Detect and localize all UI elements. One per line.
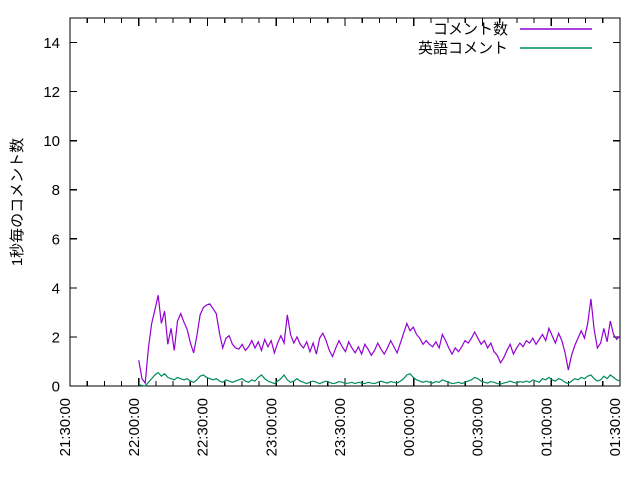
- x-tick-label: 22:30:00: [195, 398, 212, 456]
- x-axis-ticks: [69, 18, 621, 386]
- y-tick-label: 14: [43, 35, 60, 52]
- x-tick-label: 22:00:00: [126, 398, 143, 456]
- y-axis-ticks: [70, 41, 620, 387]
- plot-border: [69, 17, 621, 387]
- legend-label-2: 英語コメント: [418, 39, 508, 57]
- x-tick-label: 00:00:00: [401, 398, 418, 456]
- y-tick-label: 8: [52, 182, 60, 199]
- y-tick-label: 12: [43, 84, 60, 101]
- y-axis-title-text: 1秒毎のコメント数: [9, 138, 26, 266]
- x-tick-label: 00:30:00: [470, 398, 487, 456]
- x-tick-label: 23:30:00: [332, 398, 349, 456]
- data-series-group: [138, 295, 621, 387]
- y-tick-label: 0: [52, 379, 60, 396]
- series-line-2: [138, 371, 621, 387]
- y-tick-labels: 0 2 4 6 8 10 12 14: [43, 35, 60, 395]
- y-tick-label: 6: [52, 231, 60, 248]
- plot-frame: [69, 17, 621, 387]
- y-tick-label: 2: [52, 329, 60, 346]
- y-tick-label: 10: [43, 133, 60, 150]
- series-line-1: [138, 295, 621, 385]
- y-axis-title: 1秒毎のコメント数: [9, 138, 26, 266]
- x-tick-label: 01:00:00: [538, 398, 555, 456]
- y-tick-label: 4: [52, 280, 60, 297]
- legend-label-1: コメント数: [433, 21, 508, 38]
- x-tick-label: 23:00:00: [263, 398, 280, 456]
- x-tick-label: 21:30:00: [57, 398, 74, 456]
- x-tick-label: 01:30:00: [607, 398, 624, 456]
- x-tick-labels: 21:30:00 22:00:00 22:30:00 23:00:00 23:30:00…: [57, 398, 624, 456]
